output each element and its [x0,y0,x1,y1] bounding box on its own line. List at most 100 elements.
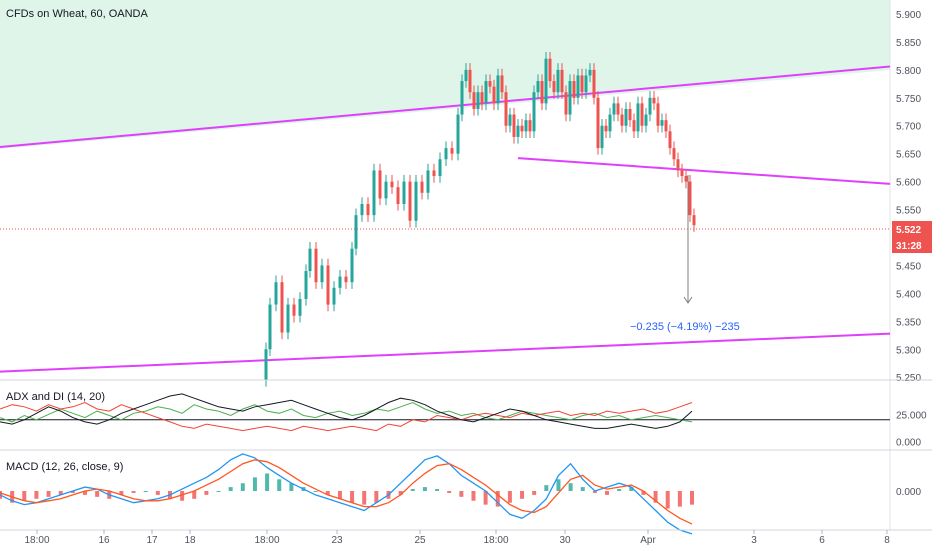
time-label: 3 [751,535,757,546]
candle-body [408,181,412,221]
candle-body [292,304,296,316]
price-tick-label: 5.300 [896,345,921,356]
candle-body [692,215,696,226]
price-tick-label: 5.750 [896,94,921,105]
adx-series-line [0,393,693,429]
candle-body [468,69,472,93]
time-label: Apr [640,535,656,546]
macd-histogram [0,473,694,509]
macd-hist-bar [204,491,209,495]
price-tick-label: 5.350 [896,317,921,328]
macd-hist-bar [495,491,500,507]
macd-hist-bar [119,491,124,495]
macd-hist-bar [544,485,549,491]
macd-hist-bar [131,491,136,493]
trendlines [0,65,891,373]
candle-body [450,148,454,154]
candle-body [384,181,388,199]
time-label: 18 [184,535,196,546]
time-axis: 18:00 16 17 18 18:00 23 25 18:00 30 Apr 3 6 8 [24,530,890,546]
candle-body [444,148,448,160]
candle-body [492,86,496,104]
macd-hist-bar [350,491,355,503]
macd-hist-bar [483,491,488,505]
macd-hist-bar [617,489,622,491]
candle-body [304,271,308,299]
candle-body [648,97,652,115]
candle-body [488,81,492,87]
price-tick-label: 5.400 [896,289,921,300]
macd-series-line [0,453,693,535]
macd-lines [0,453,693,535]
macd-hist-bar [70,491,75,493]
adx-pane[interactable]: 25.000 0.000 ADX and DI (14, 20) [0,391,927,448]
candle-body [338,276,342,288]
macd-hist-bar [362,491,367,505]
candle-body [264,349,268,380]
candle-body [326,265,330,305]
candle-body [556,69,560,93]
macd-hist-bar [459,491,464,497]
macd-pane[interactable]: 0.000 MACD (12, 26, close, 9) [0,453,921,535]
trendline[interactable] [0,332,891,373]
candle-body [540,81,544,104]
countdown-value: 31:28 [896,241,922,252]
candle-body [608,114,612,132]
candle-body [588,69,592,76]
candle-body [620,114,624,126]
macd-hist-bar [435,489,440,491]
macd-hist-bar [155,491,160,495]
adx-axis: 25.000 0.000 [896,410,927,448]
macd-hist-bar [228,487,233,491]
macd-hist-bar [192,491,197,499]
candle-body [572,81,576,98]
price-pane[interactable]: 5.900 5.850 5.800 5.750 5.700 5.650 5.600 5.550… [0,0,932,530]
candle-body [548,58,552,82]
countdown-tag [892,237,932,253]
trendline[interactable] [0,65,891,148]
macd-hist-bar [690,491,694,505]
candle-body [592,69,596,98]
macd-hist-bar [180,491,185,501]
macd-tick-label: 0.000 [896,487,921,498]
candle-body [286,304,290,333]
candle-body [688,181,692,216]
macd-title: MACD (12, 26, close, 9) [6,461,123,473]
candle-body [680,170,684,177]
macd-hist-bar [507,491,512,503]
time-label: 17 [146,535,158,546]
candle-body [612,103,616,115]
candle-body [390,181,394,188]
candle-body [624,108,628,126]
macd-hist-bar [580,487,585,491]
candle-body [560,69,564,93]
candle-body [298,298,302,316]
trendline[interactable] [517,157,891,185]
candle-body [576,75,580,98]
candle-body [580,75,584,93]
candle-body [684,176,688,182]
candle-body [476,92,480,109]
candle-body [366,203,370,216]
macd-hist-bar [240,483,245,491]
macd-hist-bar [641,491,646,495]
adx-tick-label: 0.000 [896,437,921,448]
candle-body [438,159,442,177]
candle-body [396,187,400,204]
adx-tick-label: 25.000 [896,410,927,421]
time-label: 18:00 [483,535,508,546]
macd-hist-bar [216,491,221,492]
macd-hist-bar [374,491,379,503]
time-label: 8 [884,535,890,546]
price-tick-label: 5.700 [896,122,921,133]
price-tick-label: 5.900 [896,10,921,21]
candle-body [508,114,512,126]
candle-body [372,170,376,216]
candle-body [564,92,568,115]
candle-body [544,58,548,104]
candle-body [676,159,680,171]
candle-body [432,170,436,177]
candle-body [464,69,468,82]
candle-body [354,215,358,249]
macd-hist-bar [629,487,634,491]
